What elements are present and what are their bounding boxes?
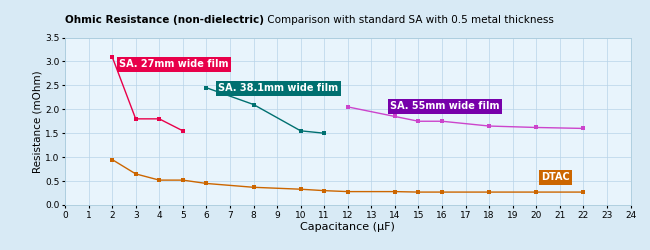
Text: SA. 55mm wide film: SA. 55mm wide film: [390, 101, 500, 111]
Text: Ohmic Resistance (non-dielectric): Ohmic Resistance (non-dielectric): [65, 15, 264, 25]
Text: Comparison with standard SA with 0.5 metal thickness: Comparison with standard SA with 0.5 met…: [264, 15, 554, 25]
Y-axis label: Resistance (mOhm): Resistance (mOhm): [32, 70, 42, 172]
Text: SA. 38.1mm wide film: SA. 38.1mm wide film: [218, 83, 338, 93]
Text: DTAC: DTAC: [541, 172, 569, 182]
X-axis label: Capacitance (μF): Capacitance (μF): [300, 222, 395, 232]
Text: SA. 27mm wide film: SA. 27mm wide film: [119, 59, 229, 69]
